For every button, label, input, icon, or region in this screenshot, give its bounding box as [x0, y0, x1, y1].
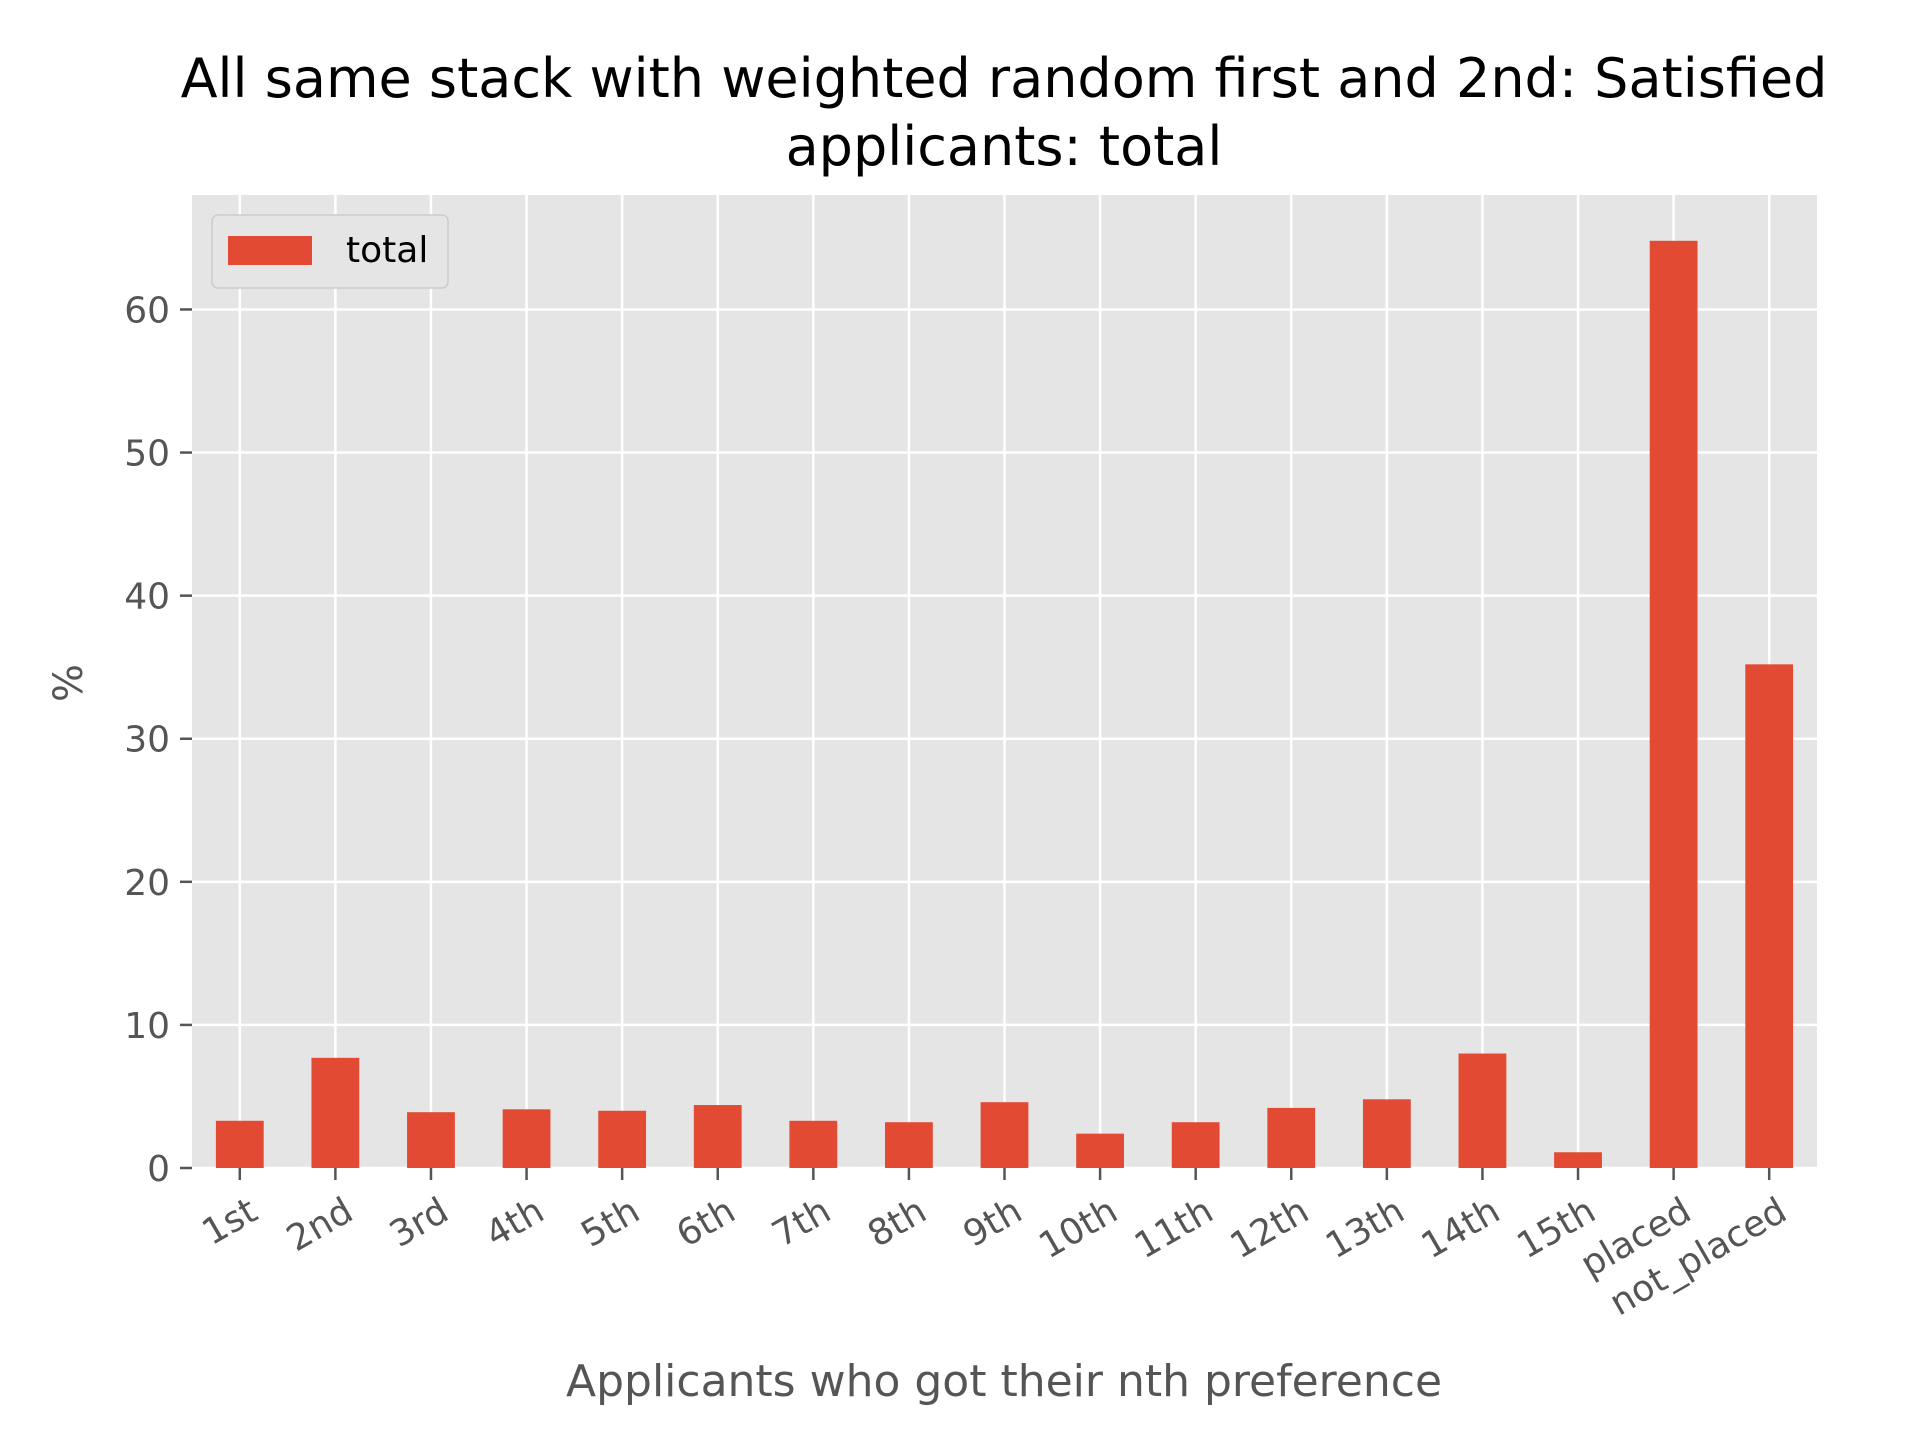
legend-label-total: total — [346, 230, 428, 271]
y-tick-label-1: 10 — [124, 1006, 170, 1047]
legend-swatch-total — [228, 236, 312, 265]
bar-7th — [789, 1120, 838, 1168]
bar-14th — [1458, 1053, 1507, 1168]
x-tick-label-6th: 6th — [670, 1190, 742, 1255]
bar-placed — [1649, 240, 1698, 1169]
x-tick-label-8th: 8th — [861, 1190, 933, 1255]
x-tick-label-5th: 5th — [574, 1190, 646, 1255]
y-tick-label-0: 0 — [147, 1149, 170, 1190]
x-tick-label-9th: 9th — [957, 1190, 1029, 1255]
grid-lines — [192, 195, 1817, 1170]
y-axis-label: % — [46, 664, 92, 702]
bars — [215, 240, 1794, 1169]
y-axis-ticks: 0 10 20 30 40 50 60 — [124, 290, 192, 1190]
bar-5th — [598, 1110, 647, 1168]
x-tick-label-14th: 14th — [1415, 1190, 1507, 1267]
chart-title-line-1: All same stack with weighted random firs… — [181, 47, 1828, 110]
bar-not_placed — [1745, 664, 1794, 1168]
legend: total — [211, 214, 449, 289]
bar-6th — [693, 1105, 742, 1168]
x-tick-label-3rd: 3rd — [383, 1190, 455, 1255]
bar-3rd — [407, 1112, 455, 1168]
x-tick-label-13th: 13th — [1319, 1190, 1411, 1267]
x-tick-label-10th: 10th — [1032, 1190, 1124, 1267]
bar-10th — [1076, 1133, 1124, 1168]
bar-13th — [1362, 1099, 1411, 1168]
x-axis-label: Applicants who got their nth preference — [566, 1356, 1442, 1407]
bar-9th — [980, 1102, 1029, 1168]
legend-box — [211, 214, 449, 289]
x-tick-label-1st: 1st — [195, 1190, 264, 1253]
y-tick-label-5: 50 — [124, 434, 170, 475]
bar-1st — [215, 1120, 264, 1168]
y-tick-label-6: 60 — [124, 290, 170, 331]
x-tick-label-12th: 12th — [1224, 1190, 1316, 1267]
x-tick-label-2nd: 2nd — [280, 1190, 360, 1260]
bar-2nd — [311, 1057, 360, 1168]
bar-8th — [885, 1122, 933, 1168]
y-tick-label-2: 20 — [124, 863, 170, 904]
y-tick-label-4: 40 — [124, 577, 170, 618]
chart-title-line-2: applicants: total — [786, 115, 1223, 178]
bar-12th — [1267, 1107, 1316, 1168]
x-tick-label-7th: 7th — [765, 1190, 837, 1255]
x-axis-ticks: 1st 2nd 3rd 4th 5th 6th 7th 8th 9th 10th 11th 12th 1… — [195, 1168, 1794, 1324]
x-tick-label-11th: 11th — [1128, 1190, 1220, 1267]
bar-11th — [1171, 1122, 1220, 1168]
y-tick-label-3: 30 — [124, 720, 170, 761]
x-tick-label-4th: 4th — [479, 1190, 551, 1255]
bar-15th — [1554, 1152, 1602, 1168]
bar-4th — [502, 1109, 551, 1168]
